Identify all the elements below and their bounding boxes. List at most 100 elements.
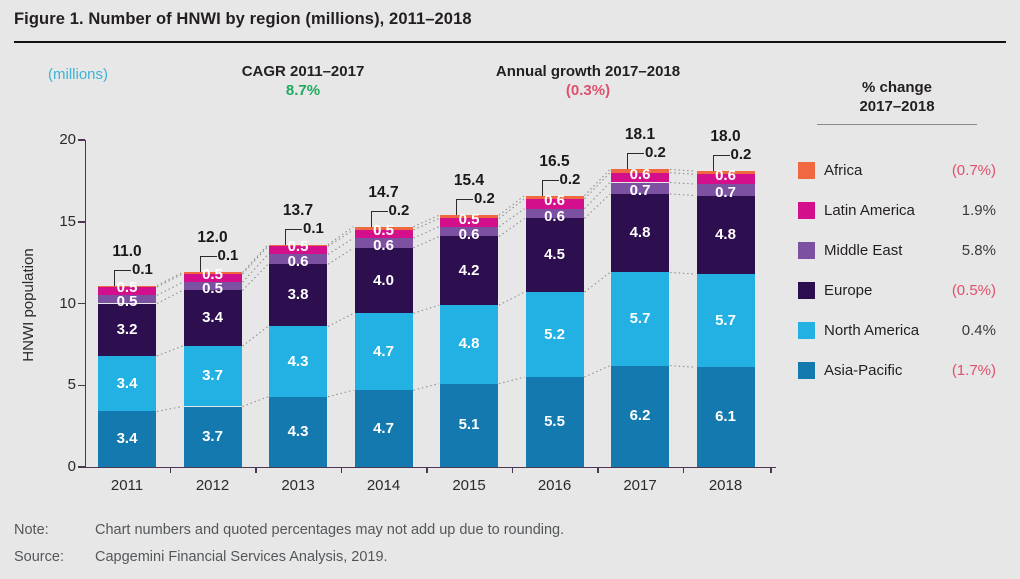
legend-header-line2: 2017–2018 <box>859 98 935 115</box>
segment-value-label: 4.8 <box>458 335 480 353</box>
africa-callout-bracket <box>456 199 473 216</box>
bar-2014-latin-america-segment <box>354 229 413 239</box>
africa-callout-label: 0.2 <box>559 170 581 188</box>
bar-2011-north-america-segment <box>98 355 156 412</box>
connector-line <box>669 172 696 175</box>
bar-2015-asia-pacific-segment <box>440 383 498 467</box>
bar-2012-north-america-segment <box>183 346 242 407</box>
legend-item-north-america: North America 0.4% <box>798 310 996 350</box>
africa-callout-bracket <box>541 179 559 196</box>
connector-line <box>327 226 354 246</box>
segment-value-label: 0.5 <box>287 238 309 256</box>
connector-line <box>498 195 525 216</box>
source-row: Source: Capgemini Financial Services Ana… <box>14 549 388 565</box>
middle-east-swatch-icon <box>798 241 815 259</box>
y-axis-tick <box>78 221 85 223</box>
connector-line <box>669 271 696 275</box>
bar-2017-asia-pacific-segment <box>611 365 669 467</box>
connector-line <box>413 383 440 391</box>
legend-header-line1: % change <box>861 79 933 96</box>
note-label: Note: <box>14 522 49 538</box>
connector-line <box>327 237 354 255</box>
segment-value-label: 4.3 <box>287 352 309 370</box>
connector-line <box>584 271 611 293</box>
bar-2016-asia-pacific-segment <box>525 377 584 467</box>
segment-connector-lines <box>156 168 696 412</box>
bar-total-label: 12.0 <box>197 229 228 247</box>
north-america-swatch-icon <box>798 321 815 339</box>
legend-item-middle-east: Middle East 5.8% <box>798 230 996 270</box>
connector-line <box>413 226 440 239</box>
x-axis-tick <box>597 467 599 473</box>
legend-label: Latin America <box>824 201 915 219</box>
europe-swatch-icon <box>798 281 815 299</box>
x-axis-tick <box>169 467 172 473</box>
segment-value-label: 0.6 <box>373 237 394 254</box>
bar-2016-africa-segment <box>525 195 584 199</box>
segment-value-label: 0.5 <box>458 210 480 228</box>
bar-2014-north-america-segment <box>354 313 413 391</box>
units-label: (millions) <box>48 66 108 83</box>
note-text: Chart numbers and quoted percentages may… <box>95 522 565 538</box>
cagr-value: 8.7% <box>285 82 321 99</box>
africa-callout-label: 0.2 <box>474 190 495 208</box>
connector-line <box>498 291 525 306</box>
y-axis-tick-label: 5 <box>67 376 76 394</box>
bar-total-label: 15.4 <box>453 172 485 190</box>
legend-label: Africa <box>824 161 863 179</box>
africa-callout-label: 0.1 <box>217 247 239 265</box>
segment-value-label: 0.6 <box>544 207 565 225</box>
legend: % change 2017–2018 Africa (0.7%) Latin Ame… <box>798 78 996 390</box>
bar-2013-africa-segment <box>269 244 327 247</box>
segment-value-label: 4.2 <box>458 261 480 279</box>
connector-line <box>242 263 269 291</box>
segment-value-label: 3.4 <box>116 374 138 392</box>
y-axis-tick-label: 0 <box>67 458 76 475</box>
legend-item-asia-pacific: Asia-Pacific (1.7%) <box>798 350 996 390</box>
bar-2015-europe-segment <box>440 236 498 306</box>
legend-header-rule <box>817 124 977 125</box>
connector-line <box>498 218 525 237</box>
bar-2012-asia-pacific-segment <box>183 406 242 467</box>
y-axis-tick-label: 15 <box>59 212 76 230</box>
bar-2018-europe-segment <box>696 195 755 275</box>
segment-value-label: 3.7 <box>202 367 223 385</box>
bar-2011-africa-segment <box>98 285 156 288</box>
bar-2011-asia-pacific-segment <box>98 411 156 467</box>
x-axis-tick <box>255 467 257 473</box>
x-axis-year-label: 2015 <box>452 477 486 494</box>
bar-2018-africa-segment <box>696 171 755 175</box>
segment-value-label: 3.7 <box>202 427 223 445</box>
connector-line <box>156 273 183 288</box>
connector-line <box>327 247 354 265</box>
bar-2014-middle-east-segment <box>354 238 413 248</box>
connector-line <box>156 405 183 412</box>
africa-callout-bracket <box>199 256 217 273</box>
connector-line <box>156 345 183 357</box>
connector-line <box>584 193 611 219</box>
bar-2012-middle-east-segment <box>183 282 242 291</box>
segment-value-label: 4.7 <box>373 419 394 437</box>
legend-change-value: 1.9% <box>961 201 996 219</box>
note-row: Note: Chart numbers and quoted percentag… <box>14 522 564 538</box>
bar-2018-asia-pacific-segment <box>696 367 755 467</box>
bar-2014-europe-segment <box>354 247 413 314</box>
cagr-label: CAGR 2011–2017 <box>241 63 365 80</box>
bar-2014-asia-pacific-segment <box>354 390 413 467</box>
bar-2015-latin-america-segment <box>440 218 498 227</box>
bar-total-label: 18.0 <box>710 128 741 146</box>
connector-line <box>327 312 354 327</box>
bar-total-label: 16.5 <box>539 152 570 170</box>
africa-callout-label: 0.1 <box>132 260 153 278</box>
connector-line <box>413 214 440 228</box>
legend-item-africa: Africa (0.7%) <box>798 150 996 190</box>
latin-america-swatch-icon <box>798 201 815 219</box>
connector-line <box>242 254 269 283</box>
legend-change-value: (1.7%) <box>951 361 996 379</box>
connector-line <box>413 217 440 231</box>
bar-2012-latin-america-segment <box>183 274 242 283</box>
bar-2011-europe-segment <box>98 303 156 356</box>
x-axis-year-label: 2013 <box>281 477 315 494</box>
africa-swatch-icon <box>798 161 815 179</box>
